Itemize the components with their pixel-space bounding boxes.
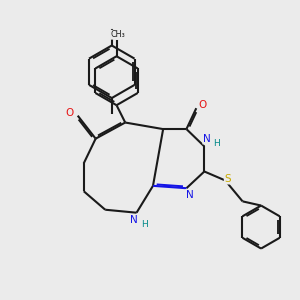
Text: CH₃: CH₃ <box>111 30 125 39</box>
Text: S: S <box>224 174 231 184</box>
Text: N: N <box>130 215 137 225</box>
Text: N: N <box>203 134 211 144</box>
Text: O: O <box>199 100 207 110</box>
Text: O: O <box>65 108 74 118</box>
Text: H: H <box>141 220 147 229</box>
Text: H: H <box>213 139 220 148</box>
Text: N: N <box>185 190 193 200</box>
